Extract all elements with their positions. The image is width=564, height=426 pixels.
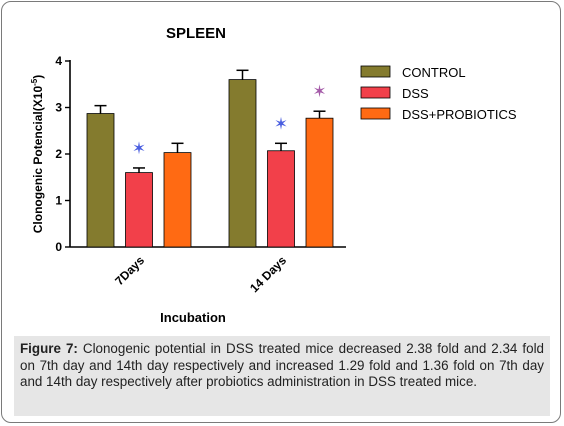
legend-swatch [360,107,391,120]
bar [86,113,115,248]
legend-label: CONTROL [402,65,466,80]
bar-chart: SPLEEN ✶ ✶ ✶ 0 1 2 3 4 7Days 14 Days CONTROL DSS D… [30,25,517,325]
legend-swatch [360,86,391,99]
caption-text: Clonogenic potential in DSS treated mice… [20,341,544,390]
bar [163,152,192,248]
y-tick-label: 2 [55,147,62,161]
significance-star-icon: ✶ [274,114,288,134]
y-axis-label-exponent: -5 [30,78,39,86]
y-axis-label-close: ) [31,75,45,79]
x-tick-label: 14 Days [247,253,289,295]
figure-caption: Figure 7: Clonogenic potential in DSS tr… [14,336,550,416]
y-tick-label: 0 [55,240,62,254]
legend-label: DSS+PROBIOTICS [402,107,517,122]
x-axis-label: Incubation [160,310,226,325]
bar [267,150,295,248]
y-tick-label: 4 [55,54,62,68]
y-axis-label: Clonogenic Potencial(X10-5) [30,75,45,234]
chart-title: SPLEEN [166,25,226,42]
y-axis-label-text: Clonogenic Potencial(X10 [31,86,45,234]
significance-star-icon: ✶ [312,82,326,102]
legend-swatch [360,65,391,78]
y-tick-label: 1 [55,194,62,208]
caption-label: Figure 7: [20,341,78,356]
bar [228,79,257,248]
significance-star-icon: ✶ [132,139,146,159]
legend-label: DSS [402,86,429,101]
bars: ✶ ✶ ✶ [86,69,334,248]
bar [125,172,153,248]
y-tick-label: 3 [55,101,62,115]
legend: CONTROL DSS DSS+PROBIOTICS [360,65,517,122]
x-tick-label: 7Days [112,253,147,288]
axes [65,60,346,248]
bar [305,117,334,248]
